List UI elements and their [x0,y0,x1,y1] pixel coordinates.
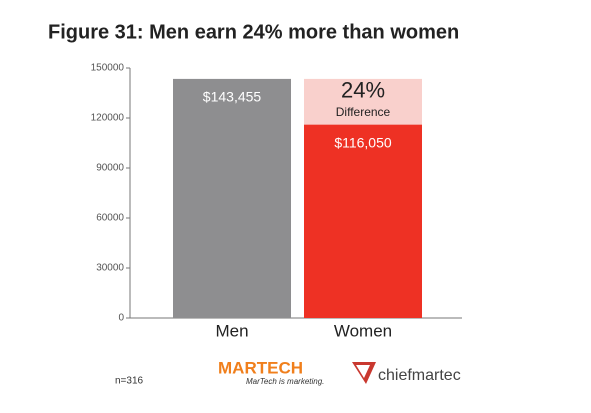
y-tick-label: 90000 [96,163,124,174]
bar [173,78,291,319]
bar [304,124,422,318]
y-tick-label: 150000 [91,63,125,74]
footnote: n=316 [115,376,144,387]
y-tick-label: 0 [118,313,124,324]
y-tick-label: 60000 [96,213,124,224]
martech-tagline: MarTech is marketing. [246,377,324,386]
x-tick-label: Men [215,321,248,340]
y-tick-label: 120000 [91,113,125,124]
value-label: $116,050 [334,134,392,150]
x-tick-label: Women [334,321,392,340]
chiefmartec-icon-inner [356,365,370,378]
difference-segment [304,78,422,125]
y-tick-label: 30000 [96,263,124,274]
martech-logo: MARTECH [218,358,303,377]
chiefmartec-logo: chiefmartec [378,367,461,384]
difference-label: 24% [341,78,385,103]
difference-caption: Difference [336,105,391,119]
chart-title: Figure 31: Men earn 24% more than women [48,21,459,43]
value-label: $143,455 [203,89,262,105]
